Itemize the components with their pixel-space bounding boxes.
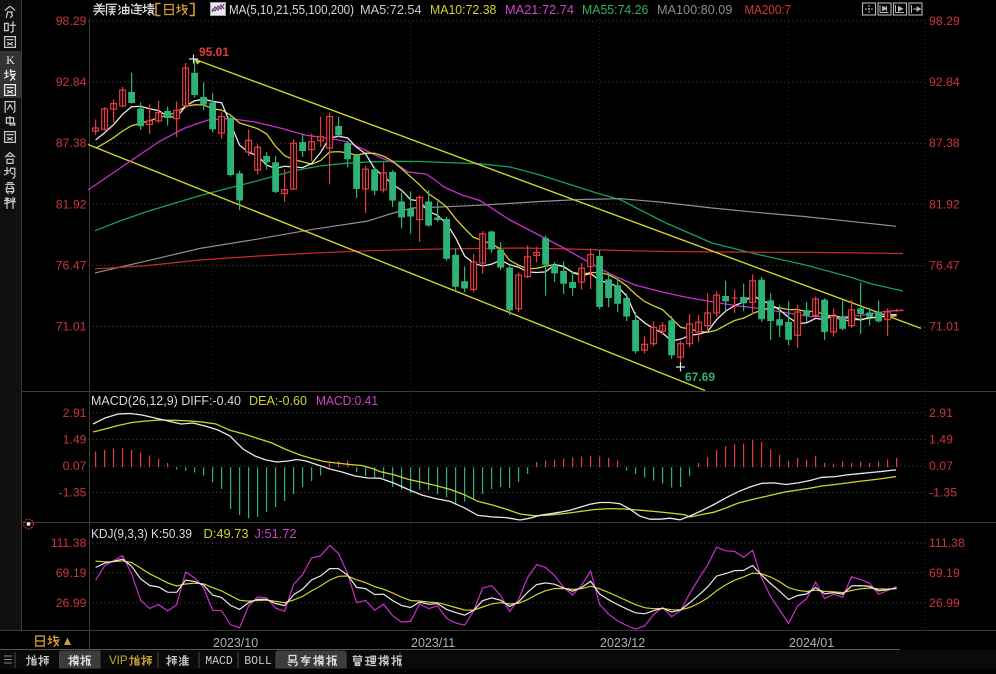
svg-text:MA21:72.74: MA21:72.74 (505, 3, 574, 17)
svg-text:MA5:72.54: MA5:72.54 (360, 3, 422, 17)
svg-text:MACD:0.41: MACD:0.41 (316, 394, 378, 408)
svg-text:26.99: 26.99 (929, 596, 960, 610)
svg-text:BOLL: BOLL (244, 655, 272, 668)
svg-text:-1.35: -1.35 (58, 485, 86, 499)
svg-text:0.07: 0.07 (63, 459, 87, 473)
svg-text:1.49: 1.49 (63, 432, 87, 446)
svg-text:87.38: 87.38 (56, 136, 87, 150)
svg-text:D:49.73: D:49.73 (204, 527, 249, 541)
svg-text:-1.35: -1.35 (929, 485, 957, 499)
svg-text:81.92: 81.92 (56, 197, 87, 211)
svg-text:2.91: 2.91 (63, 406, 87, 420)
svg-text:71.01: 71.01 (56, 320, 87, 334)
svg-text:98.29: 98.29 (929, 14, 960, 28)
svg-text:92.84: 92.84 (56, 75, 87, 89)
svg-text:MA(5,10,21,55,100,200): MA(5,10,21,55,100,200) (229, 3, 354, 17)
svg-text:2023/11: 2023/11 (411, 636, 455, 650)
svg-text:MACD(26,12,9) DIFF:-0.40: MACD(26,12,9) DIFF:-0.40 (91, 394, 241, 408)
svg-text:2.91: 2.91 (929, 406, 953, 420)
svg-text:69.19: 69.19 (929, 566, 960, 580)
svg-text:95.01: 95.01 (199, 45, 229, 59)
svg-text:1.49: 1.49 (929, 432, 953, 446)
svg-text:2023/10: 2023/10 (213, 636, 258, 650)
svg-text:DEA:-0.60: DEA:-0.60 (249, 394, 307, 408)
svg-text:98.29: 98.29 (56, 14, 87, 28)
svg-text:87.38: 87.38 (929, 136, 960, 150)
svg-text:MA200:7: MA200:7 (745, 3, 792, 17)
svg-text:KDJ(9,3,3) K:50.39: KDJ(9,3,3) K:50.39 (91, 527, 192, 541)
svg-text:MA55:74.26: MA55:74.26 (582, 3, 648, 17)
svg-text:67.69: 67.69 (685, 370, 715, 384)
svg-text:26.99: 26.99 (56, 596, 87, 610)
svg-text:K: K (6, 53, 15, 67)
svg-text:J:51.72: J:51.72 (255, 527, 297, 541)
svg-text:76.47: 76.47 (56, 258, 87, 272)
svg-text:92.84: 92.84 (929, 75, 960, 89)
svg-text:MA100:80.09: MA100:80.09 (657, 3, 732, 17)
svg-text:2024/01: 2024/01 (789, 636, 834, 650)
svg-text:2023/12: 2023/12 (600, 636, 645, 650)
svg-text:111.38: 111.38 (929, 536, 965, 550)
svg-text:0.07: 0.07 (929, 459, 953, 473)
svg-text:111.38: 111.38 (51, 536, 87, 550)
svg-text:VIP: VIP (109, 655, 128, 667)
svg-text:81.92: 81.92 (929, 197, 960, 211)
svg-text:MACD: MACD (205, 655, 233, 668)
svg-text:69.19: 69.19 (56, 566, 87, 580)
svg-text:MA10:72.38: MA10:72.38 (430, 3, 496, 17)
svg-text:71.01: 71.01 (929, 320, 960, 334)
svg-text:76.47: 76.47 (929, 258, 960, 272)
